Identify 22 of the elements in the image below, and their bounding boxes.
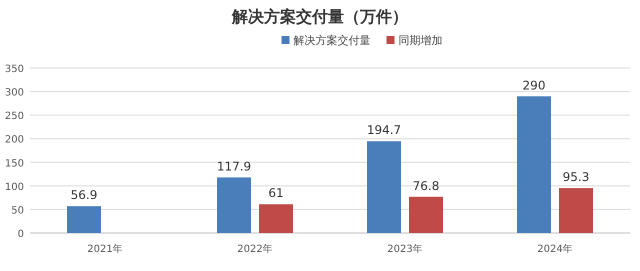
data-label: 61 bbox=[268, 186, 284, 200]
x-tick-label: 2021年 bbox=[87, 243, 123, 255]
y-tick-label: 150 bbox=[4, 158, 24, 170]
y-tick-label: 50 bbox=[11, 205, 24, 216]
data-label: 117.9 bbox=[216, 159, 252, 174]
y-tick-label: 200 bbox=[4, 134, 24, 146]
x-tick-label: 2022年 bbox=[237, 243, 273, 255]
legend-label: 同期增加 bbox=[398, 34, 442, 47]
y-tick-label: 100 bbox=[4, 182, 24, 193]
y-tick-label: 300 bbox=[4, 88, 24, 99]
data-label: 95.3 bbox=[562, 170, 590, 184]
data-label: 56.9 bbox=[70, 188, 98, 202]
title: 解决方案交付量（万件） bbox=[232, 7, 408, 26]
y-tick-label: 350 bbox=[4, 64, 24, 75]
data-label: 76.8 bbox=[412, 178, 440, 193]
y-tick-label: 0 bbox=[18, 229, 24, 240]
legend-label: 解决方案交付量 bbox=[294, 34, 370, 47]
x-tick-label: 2023年 bbox=[387, 243, 423, 255]
data-label: 194.7 bbox=[366, 123, 402, 138]
data-label: 290 bbox=[522, 78, 546, 92]
y-tick-label: 250 bbox=[4, 111, 24, 122]
x-tick-label: 2024年 bbox=[537, 243, 573, 255]
